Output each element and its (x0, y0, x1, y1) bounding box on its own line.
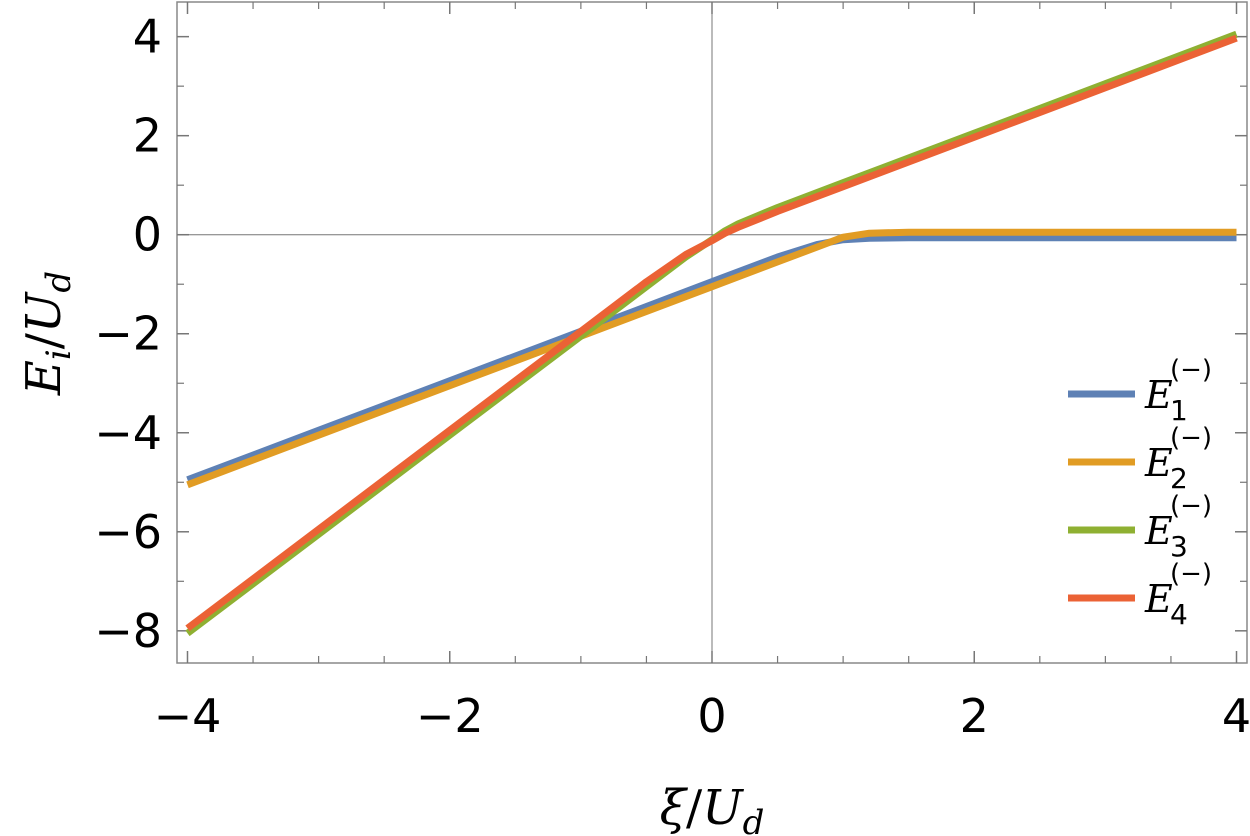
legend-label-base: E (1144, 509, 1173, 553)
x-axis-label: ξ/Ud (660, 780, 765, 836)
series-line-4 (185, 34, 1238, 632)
series-lines (185, 30, 1238, 637)
legend-label-sup: (−) (1170, 423, 1212, 453)
legend-label-base: E (1144, 441, 1173, 485)
x-tick-label: −4 (154, 689, 222, 743)
series-line-2 (186, 228, 1237, 489)
y-tick-label: −4 (94, 406, 162, 460)
y-axis-label-unit: U (16, 291, 72, 333)
legend: E1(−)E2(−)E3(−)E4(−) (1068, 355, 1212, 631)
y-tick-label: −8 (94, 604, 162, 658)
y-tick-label: 4 (133, 10, 162, 64)
legend-label-sub: 2 (1170, 462, 1188, 495)
legend-label-sup: (−) (1170, 491, 1212, 521)
x-tick-label: 4 (1222, 689, 1250, 743)
x-tick-label: 2 (960, 689, 989, 743)
y-axis-label: Ei/Ud (16, 271, 79, 396)
y-tick-label: −2 (94, 307, 162, 361)
x-tick-label: 0 (697, 689, 726, 743)
legend-label-sup: (−) (1170, 355, 1212, 385)
y-axis-label-unit-sub: d (39, 271, 79, 293)
legend-label-4: E4 (−) (1144, 559, 1212, 631)
y-axis-label-base: E (16, 360, 72, 396)
y-tick-label: 2 (133, 109, 162, 163)
x-axis-label-unit: U (702, 780, 744, 836)
y-axis-label-base-sub: i (39, 349, 79, 360)
legend-label-base: E (1144, 577, 1173, 621)
y-axis-label-slash: / (16, 332, 72, 349)
legend-label-sub: 1 (1170, 394, 1188, 427)
legend-label-3: E3 (−) (1144, 491, 1212, 563)
legend-label-sup: (−) (1170, 559, 1212, 589)
legend-label-sub: 4 (1170, 598, 1188, 631)
legend-label-2: E2 (−) (1144, 423, 1212, 495)
legend-label-base: E (1144, 373, 1173, 417)
zero-axis-lines (177, 2, 1247, 663)
legend-label-1: E1 (−) (1144, 355, 1212, 427)
x-tick-label: −2 (416, 689, 484, 743)
y-tick-label: 0 (133, 208, 162, 262)
x-axis-label-unit-sub: d (743, 803, 765, 836)
y-tick-label: −6 (94, 505, 162, 559)
x-axis-label-base: ξ (660, 780, 689, 836)
x-axis-label-slash: / (686, 780, 703, 836)
legend-label-sub: 3 (1170, 530, 1188, 563)
tick-labels: −4 −2 0 2 4 −8 −6 −4 −2 0 2 4 (94, 10, 1250, 743)
